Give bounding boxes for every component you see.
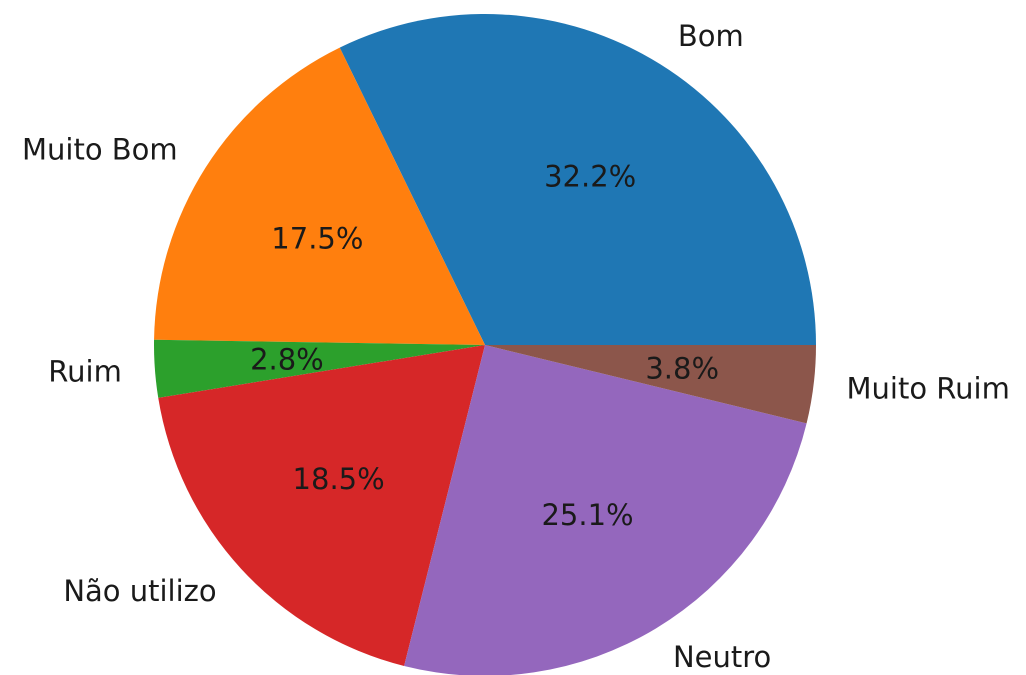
pct-label-ruim: 2.8% — [250, 342, 324, 376]
pie-slices — [154, 14, 816, 675]
pie-slice-bom — [339, 14, 816, 345]
category-label-bom: Bom — [678, 19, 744, 53]
pie-slice-muito-ruim — [485, 345, 816, 424]
category-label-ruim: Ruim — [48, 354, 122, 388]
category-label-muito-bom: Muito Bom — [22, 133, 178, 167]
category-label-neutro: Neutro — [673, 640, 771, 674]
category-labels: Bom Muito Bom Ruim Não utilizo Neutro Muito R… — [22, 19, 1010, 674]
category-label-nao-utilizo: Não utilizo — [63, 574, 216, 608]
pie-slice-muito-bom — [154, 47, 486, 346]
pie-slice-neutro — [404, 345, 807, 675]
pct-label-nao-utilizo: 18.5% — [293, 462, 385, 496]
percentage-labels: 32.2% 17.5% 2.8% 18.5% 25.1% 3.8% — [250, 160, 719, 533]
pie-slice-ruim — [154, 339, 485, 398]
pct-label-muito-bom: 17.5% — [271, 221, 363, 255]
pct-label-muito-ruim: 3.8% — [645, 352, 719, 386]
category-label-muito-ruim: Muito Ruim — [847, 371, 1010, 405]
pct-label-neutro: 25.1% — [541, 498, 633, 532]
pie-slice-nao-utilizo — [158, 345, 485, 666]
pct-label-bom: 32.2% — [544, 160, 636, 194]
